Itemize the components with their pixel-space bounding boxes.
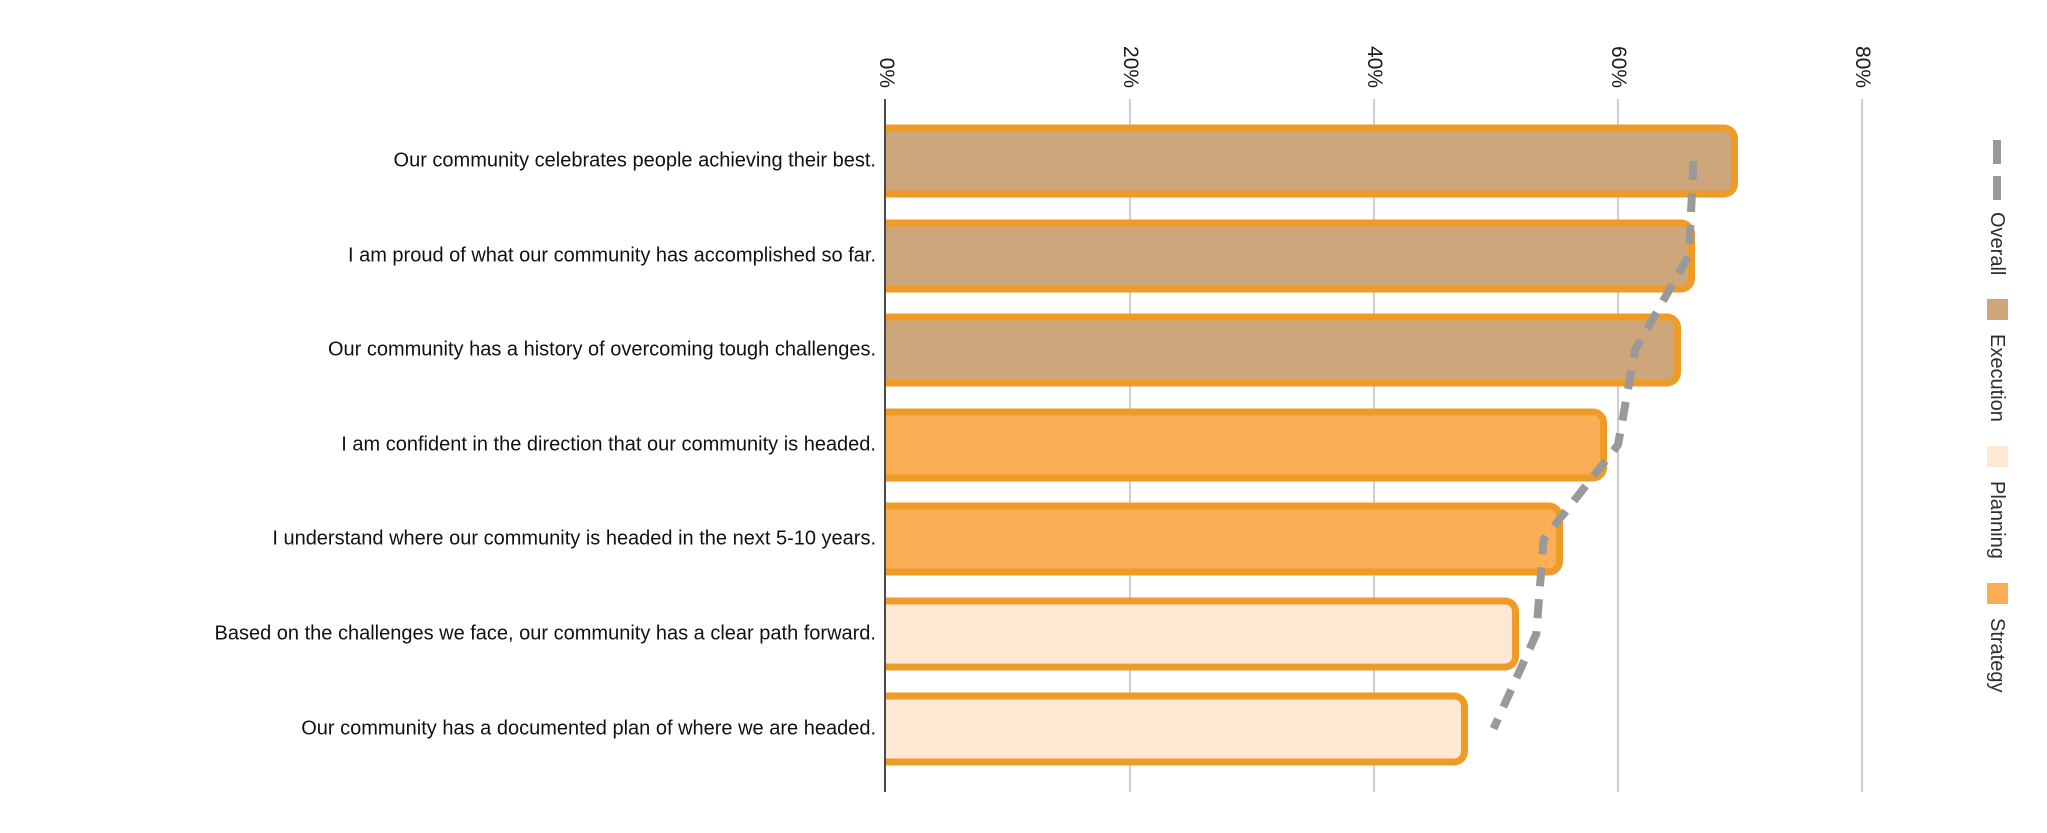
legend-label-overall: Overall xyxy=(1986,212,2008,276)
bar-execution xyxy=(886,313,1682,387)
bar-strategy xyxy=(886,408,1608,482)
legend-swatch-planning xyxy=(1986,446,2008,468)
category-label: Our community has a history of overcomin… xyxy=(327,338,876,361)
y-axis-line xyxy=(884,99,886,792)
category-label: Our community celebrates people achievin… xyxy=(393,149,876,172)
bar-execution xyxy=(886,124,1738,198)
category-label: I am confident in the direction that our… xyxy=(341,433,876,456)
bar-strategy xyxy=(886,502,1564,576)
bar-execution xyxy=(886,219,1695,293)
legend-label-strategy: Strategy xyxy=(1986,618,2008,693)
legend: Overall Execution Planning Strategy xyxy=(1970,140,2024,717)
x-tick-label: 20% xyxy=(1119,45,1142,88)
bar-planning xyxy=(886,597,1520,671)
x-tick-label: 0% xyxy=(875,57,898,88)
category-label: Based on the challenges we face, our com… xyxy=(214,622,876,645)
x-tick-label: 80% xyxy=(1851,45,1874,88)
legend-dashed-line-swatch xyxy=(1993,140,2001,200)
x-tick-label: 60% xyxy=(1607,45,1630,88)
legend-label-planning: Planning xyxy=(1986,481,2008,560)
category-label: I understand where our community is head… xyxy=(272,527,876,550)
x-tick-label: 40% xyxy=(1363,45,1386,88)
legend-label-execution: Execution xyxy=(1986,334,2008,423)
category-label: Our community has a documented plan of w… xyxy=(301,717,876,740)
gridline-60 xyxy=(1617,99,1619,792)
gridline-80 xyxy=(1861,99,1863,792)
category-label: I am proud of what our community has acc… xyxy=(347,244,876,267)
legend-swatch-execution xyxy=(1986,299,2008,321)
bar-planning xyxy=(886,692,1468,766)
legend-swatch-strategy xyxy=(1986,583,2008,605)
